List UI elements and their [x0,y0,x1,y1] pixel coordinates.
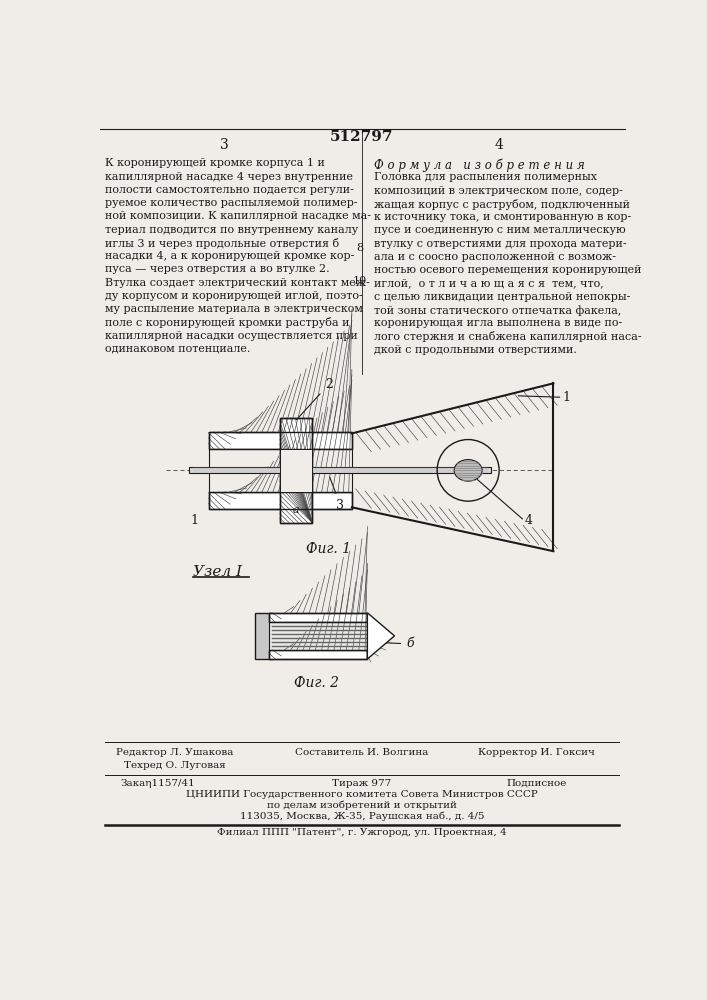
Bar [269,650,368,659]
Polygon shape [368,613,395,659]
Text: Фиг. 1: Фиг. 1 [306,542,351,556]
Text: Втулка создает электрический контакт меж-: Втулка создает электрический контакт меж… [105,278,370,288]
Bar [269,650,368,659]
Bar [280,418,312,523]
Text: 10: 10 [353,276,367,286]
Bar [209,432,352,449]
Text: по делам изобретений и открытий: по делам изобретений и открытий [267,801,457,810]
Text: дкой с продольными отверстиями.: дкой с продольными отверстиями. [373,345,576,355]
Text: Головка для распыления полимерных: Головка для распыления полимерных [373,172,597,182]
Bar [209,449,352,492]
Text: ала и с соосно расположенной с возмож-: ала и с соосно расположенной с возмож- [373,252,616,262]
Bar [269,613,368,622]
Text: полости самостоятельно подается регули-: полости самостоятельно подается регули- [105,185,354,195]
Text: Редактор Л. Ушакова: Редактор Л. Ушакова [117,748,234,757]
Text: 8: 8 [356,243,363,253]
Text: Филиал ППП "Патент", г. Ужгород, ул. Проектная, 4: Филиал ППП "Патент", г. Ужгород, ул. Про… [217,828,507,837]
Text: 1: 1 [191,514,199,527]
Text: руемое количество распыляемой полимер-: руемое количество распыляемой полимер- [105,198,358,208]
Text: с целью ликвидации центральной непокры-: с целью ликвидации центральной непокры- [373,292,630,302]
Text: б: б [374,637,414,650]
Text: 3: 3 [220,138,228,152]
Text: поле с коронирующей кромки раструба и: поле с коронирующей кромки раструба и [105,317,350,328]
Text: пусе и соединенную с ним металлическую: пусе и соединенную с ним металлическую [373,225,625,235]
Text: Фиг. 2: Фиг. 2 [295,676,339,690]
Text: Подписное: Подписное [506,779,566,788]
Text: ной композиции. К капиллярной насадке ма-: ной композиции. К капиллярной насадке ма… [105,211,371,221]
Text: коронирующая игла выполнена в виде по-: коронирующая игла выполнена в виде по- [373,318,622,328]
Text: ностью осевого перемещения коронирующей: ностью осевого перемещения коронирующей [373,265,641,275]
Text: 2: 2 [296,378,332,420]
Text: Закаη1157/41: Закаη1157/41 [121,779,196,788]
Text: лого стержня и снабжена капиллярной наса-: лого стержня и снабжена капиллярной наса… [373,331,641,342]
Bar [209,492,352,509]
Text: 1: 1 [563,391,571,404]
Bar [255,613,272,659]
Text: насадки 4, а к коронирующей кромке кор-: насадки 4, а к коронирующей кромке кор- [105,251,355,261]
Bar [269,622,368,650]
Text: иглы 3 и через продольные отверстия б: иглы 3 и через продольные отверстия б [105,238,339,249]
Text: a: a [293,505,300,515]
Text: му распыление материала в электрическом: му распыление материала в электрическом [105,304,363,314]
Text: иглой,  о т л и ч а ю щ а я с я  тем, что,: иглой, о т л и ч а ю щ а я с я тем, что, [373,278,603,288]
Text: одинаковом потенциале.: одинаковом потенциале. [105,344,251,354]
Text: Составитель И. Волгина: Составитель И. Волгина [296,748,428,757]
Text: 4: 4 [525,514,532,527]
Text: той зоны статического отпечатка факела,: той зоны статического отпечатка факела, [373,305,621,316]
Ellipse shape [454,460,482,481]
Text: териал подводится по внутреннему каналу: териал подводится по внутреннему каналу [105,225,358,235]
Text: 113035, Москва, Ж-35, Раушская наб., д. 4/5: 113035, Москва, Ж-35, Раушская наб., д. … [240,811,484,821]
Text: пуса — через отверстия а во втулке 2.: пуса — через отверстия а во втулке 2. [105,264,330,274]
Bar [269,613,368,622]
Text: К коронирующей кромке корпуса 1 и: К коронирующей кромке корпуса 1 и [105,158,325,168]
Text: капиллярной насадки осуществляется при: капиллярной насадки осуществляется при [105,331,358,341]
Text: Ф о р м у л а   и з о б р е т е н и я: Ф о р м у л а и з о б р е т е н и я [373,158,584,172]
Text: к источнику тока, и смонтированную в кор-: к источнику тока, и смонтированную в кор… [373,212,631,222]
Text: 512797: 512797 [330,130,394,144]
Text: композиций в электрическом поле, содер-: композиций в электрическом поле, содер- [373,186,622,196]
Text: капиллярной насадке 4 через внутренние: капиллярной насадке 4 через внутренние [105,172,354,182]
Text: Корректор И. Гоксич: Корректор И. Гоксич [478,748,595,757]
Text: втулку с отверстиями для прохода матери-: втулку с отверстиями для прохода матери- [373,239,626,249]
Text: Техред О. Луговая: Техред О. Луговая [124,761,226,770]
Text: ду корпусом и коронирующей иглой, поэто-: ду корпусом и коронирующей иглой, поэто- [105,291,363,301]
Bar [280,449,312,492]
Text: Узел I: Узел I [193,565,242,579]
Text: ЦНИИПИ Государственного комитета Совета Министров СССР: ЦНИИПИ Государственного комитета Совета … [186,790,538,799]
Text: Тираж 977: Тираж 977 [332,779,392,788]
Text: жащая корпус с раструбом, подключенный: жащая корпус с раструбом, подключенный [373,199,629,210]
Bar [280,418,312,523]
Bar [209,432,352,449]
Bar [189,467,491,473]
Text: 4: 4 [495,138,503,152]
Text: 3: 3 [329,477,344,512]
Bar [209,492,352,509]
